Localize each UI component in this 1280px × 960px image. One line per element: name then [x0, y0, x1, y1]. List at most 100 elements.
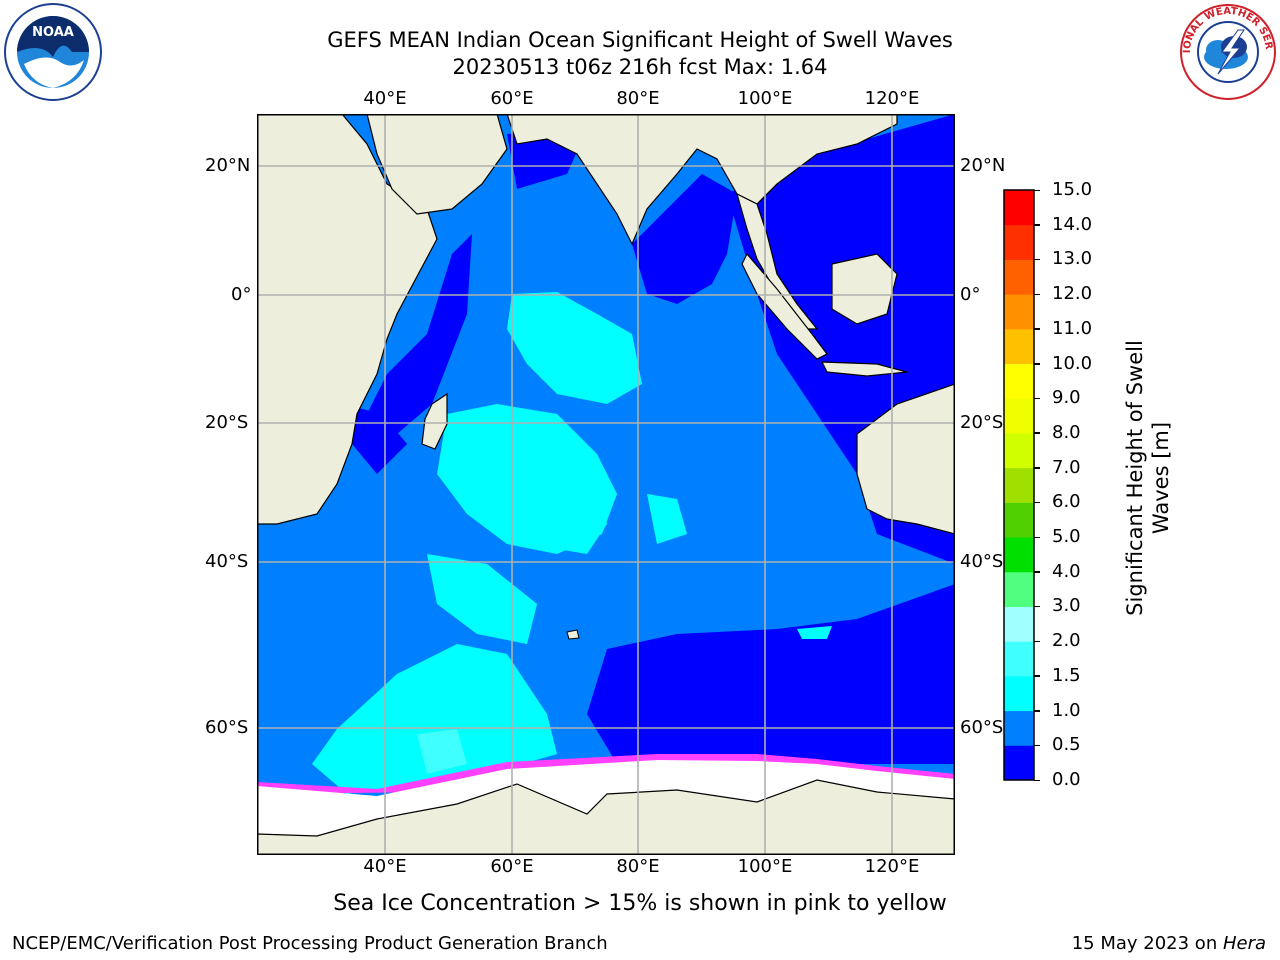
java-land	[821, 361, 908, 377]
borneo-land	[831, 253, 898, 325]
colorbar-tick-label: 1.5	[1052, 664, 1081, 686]
sea-ice-caption: Sea Ice Concentration > 15% is shown in …	[333, 891, 947, 916]
colorbar-swatch	[1004, 224, 1034, 260]
sumatra-land	[741, 252, 828, 360]
colorbar-swatch	[1004, 571, 1034, 607]
colorbar-tick-mark	[1034, 675, 1040, 677]
colorbar-tick-mark	[1034, 328, 1040, 330]
colorbar-swatch	[1004, 502, 1034, 538]
colorbar-tick-label: 13.0	[1052, 248, 1093, 270]
lat-left-tick: 0°	[231, 284, 252, 305]
colorbar-swatch	[1004, 606, 1034, 642]
colorbar-swatch	[1004, 675, 1034, 712]
colorbar-tick-label: 6.0	[1052, 491, 1081, 513]
lat-right-tick: 20°S	[960, 412, 1004, 433]
colorbar-tick-mark	[1034, 640, 1040, 643]
colorbar-swatch	[1004, 710, 1034, 746]
colorbar-tick-label: 8.0	[1052, 421, 1081, 443]
colorbar-tick-mark	[1034, 224, 1040, 226]
colorbar-tick-label: 14.0	[1052, 213, 1093, 235]
colorbar-tick-mark	[1034, 293, 1040, 296]
colorbar-swatch	[1004, 467, 1034, 503]
colorbar-title-line1: Significant Height of Swell	[1123, 340, 1147, 616]
lon-bottom-tick: 40°E	[363, 856, 407, 877]
malay-peninsula-land	[736, 192, 819, 330]
lat-left-tick: 20°N	[205, 155, 251, 176]
colorbar-tick-mark	[1034, 501, 1040, 504]
colorbar-tick-label: 9.0	[1052, 387, 1081, 409]
colorbar-tick-label: 12.0	[1052, 283, 1093, 305]
lon-top-tick: 80°E	[616, 88, 660, 109]
lat-right-tick: 0°	[960, 284, 981, 305]
map-title-line2: 20230513 t06z 216h fcst Max: 1.64	[452, 55, 828, 79]
colorbar-swatch	[1004, 363, 1034, 399]
national-weather-service-logo-icon: NATIONAL WEATHER SERVICE	[1178, 2, 1276, 100]
lon-bottom-tick: 80°E	[616, 856, 660, 877]
footer-machine: Hera	[1222, 933, 1266, 954]
kerguelen-island	[566, 629, 580, 640]
footer-date: 15 May 2023 on Hera	[1072, 933, 1266, 954]
lat-right-tick: 60°S	[960, 717, 1004, 738]
south-asia-land	[506, 114, 898, 246]
colorbar-swatch	[1004, 641, 1034, 677]
colorbar-swatch	[1004, 328, 1034, 365]
colorbar-tick-label: 10.0	[1052, 352, 1093, 374]
colorbar-tick-label: 7.0	[1052, 456, 1081, 478]
footer-branch: NCEP/EMC/Verification Post Processing Pr…	[12, 933, 608, 954]
colorbar-tick-mark	[1034, 744, 1040, 747]
colorbar-tick-mark	[1034, 189, 1040, 191]
colorbar-tick-label: 0.0	[1052, 769, 1081, 790]
australia-land	[856, 383, 955, 535]
colorbar-swatch	[1004, 432, 1034, 469]
colorbar-swatch	[1004, 294, 1034, 330]
map-title-line1: GEFS MEAN Indian Ocean Significant Heigh…	[327, 28, 953, 52]
colorbar-swatch	[1004, 537, 1034, 573]
colorbar-tick-label: 15.0	[1052, 179, 1093, 200]
lon-bottom-tick: 100°E	[737, 856, 793, 877]
colorbar-tick-mark	[1034, 710, 1040, 712]
colorbar-swatch	[1004, 398, 1034, 434]
colorbar-tick-label: 11.0	[1052, 317, 1093, 339]
colorbar-tick-mark	[1034, 432, 1040, 434]
lon-top-tick: 100°E	[737, 88, 793, 109]
lon-top-tick: 40°E	[363, 88, 407, 109]
colorbar-title: Significant Height of Swell Waves [m]	[1122, 288, 1178, 668]
lon-top-tick: 120°E	[864, 88, 920, 109]
lon-top-tick: 60°E	[490, 88, 534, 109]
colorbar-tick-mark	[1034, 571, 1040, 573]
colorbar-title-line2: Waves [m]	[1149, 421, 1173, 535]
colorbar-tick-mark	[1034, 605, 1040, 608]
colorbar-tick-mark	[1034, 536, 1040, 539]
colorbar-tick-label: 0.5	[1052, 734, 1081, 756]
map-gridlines	[257, 114, 955, 855]
colorbar-tick-label: 3.0	[1052, 595, 1081, 617]
lat-left-tick: 20°S	[205, 412, 249, 433]
noaa-logo-text: NOAA	[32, 25, 74, 40]
colorbar-tick-mark	[1034, 363, 1040, 365]
colorbar-tick-label: 2.0	[1052, 630, 1081, 652]
colorbar-tick-label: 5.0	[1052, 526, 1081, 548]
map-panel	[257, 114, 955, 855]
colorbar-tick-mark	[1034, 258, 1040, 261]
footer-date-text: 15 May 2023 on	[1071, 933, 1223, 954]
colorbar-tick-mark	[1034, 467, 1040, 469]
colorbar-tick-label: 4.0	[1052, 560, 1081, 582]
madagascar-land	[421, 392, 448, 450]
antarctica-land	[257, 779, 955, 855]
colorbar-tick-mark	[1034, 397, 1040, 400]
lon-bottom-tick: 120°E	[864, 856, 920, 877]
lat-left-tick: 60°S	[205, 717, 249, 738]
lat-right-tick: 20°N	[960, 155, 1006, 176]
colorbar	[1003, 189, 1035, 781]
lon-bottom-tick: 60°E	[490, 856, 534, 877]
swell-band-mid	[312, 292, 832, 794]
swell-band-mid-high	[417, 729, 467, 774]
africa-land	[257, 114, 438, 525]
lat-left-tick: 40°S	[205, 551, 249, 572]
colorbar-tick-mark	[1034, 779, 1040, 781]
colorbar-swatch	[1004, 259, 1034, 295]
lat-right-tick: 40°S	[960, 551, 1004, 572]
colorbar-swatch	[1004, 745, 1034, 781]
map-border	[257, 114, 955, 855]
colorbar-tick-label: 1.0	[1052, 699, 1081, 721]
